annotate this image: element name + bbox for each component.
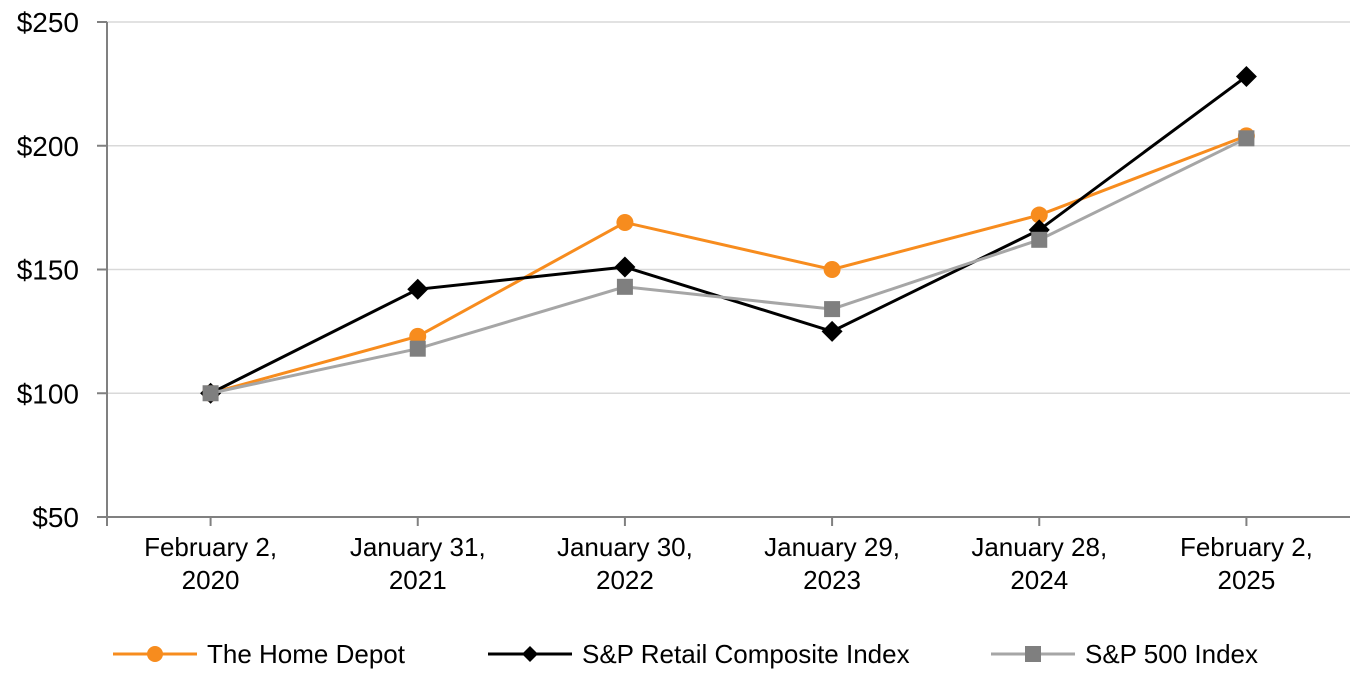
y-tick-label-50: $50 <box>32 502 79 533</box>
legend-label-the-home-depot: The Home Depot <box>207 639 405 669</box>
legend-label-s-p-500-index: S&P 500 Index <box>1085 639 1258 669</box>
series-line-the-home-depot <box>210 134 1247 395</box>
series-line-s-p-500-index <box>210 136 1248 395</box>
square-marker-s-p-500-index-2 <box>616 278 633 295</box>
circle-marker-the-home-depot-3 <box>823 261 841 278</box>
circle-marker-the-home-depot-2 <box>616 213 634 231</box>
y-tick-label-100: $100 <box>17 378 79 409</box>
legend-label-s-p-retail-composite-index: S&P Retail Composite Index <box>582 639 910 669</box>
x-tick-line2: 2025 <box>1217 565 1275 595</box>
circle-marker-icon <box>147 646 163 662</box>
square-marker-icon <box>1025 646 1041 662</box>
legend-swatch-s-p-retail-composite-index <box>488 646 572 662</box>
legend-item-the-home-depot: The Home Depot <box>113 636 405 672</box>
x-tick-label-february-2-2025: February 2, 2025 <box>1180 532 1313 595</box>
legend: The Home Depot S&P Retail Composite Index… <box>0 636 1368 676</box>
x-tick-label-january-29-2023: January 29, 2023 <box>764 532 900 595</box>
x-tick-label-january-30-2022: January 30, 2022 <box>557 532 693 595</box>
legend-item-s-p-500-index: S&P 500 Index <box>991 636 1258 672</box>
x-tick-line2: 2024 <box>1010 565 1068 595</box>
square-marker-s-p-500-index-1 <box>409 340 426 357</box>
circle-marker-the-home-depot-1 <box>409 327 427 345</box>
square-marker-s-p-500-index-5 <box>1238 130 1255 147</box>
x-tick-line1: February 2, <box>1180 532 1313 562</box>
x-tick-label-january-31-2021: January 31, 2021 <box>350 532 486 595</box>
x-tick-line1: February 2, <box>144 532 277 562</box>
y-tick-label-250: $250 <box>17 7 79 38</box>
diamond-marker-s-p-retail-composite-index-5 <box>1235 65 1257 87</box>
x-tick-line1: January 31, <box>350 532 486 562</box>
diamond-marker-s-p-retail-composite-index-1 <box>407 278 429 300</box>
series-line-s-p-retail-composite-index <box>209 75 1248 395</box>
legend-item-s-p-retail-composite-index: S&P Retail Composite Index <box>488 636 910 672</box>
legend-swatch-the-home-depot <box>113 646 197 662</box>
y-tick-label-200: $200 <box>17 131 79 162</box>
x-tick-line1: January 28, <box>971 532 1107 562</box>
x-tick-line2: 2022 <box>596 565 654 595</box>
y-tick-label-150: $150 <box>17 255 79 286</box>
x-tick-label-february-2-2020: February 2, 2020 <box>144 532 277 595</box>
diamond-marker-s-p-retail-composite-index-2 <box>614 256 636 278</box>
square-marker-s-p-500-index-0 <box>202 385 219 402</box>
x-tick-label-january-28-2024: January 28, 2024 <box>971 532 1107 595</box>
x-tick-line1: January 29, <box>764 532 900 562</box>
x-tick-line2: 2020 <box>182 565 240 595</box>
diamond-marker-icon <box>522 646 538 662</box>
x-tick-line2: 2021 <box>389 565 447 595</box>
x-tick-line2: 2023 <box>803 565 861 595</box>
square-marker-s-p-500-index-3 <box>824 301 841 318</box>
legend-swatch-s-p-500-index <box>991 646 1075 662</box>
circle-marker-the-home-depot-4 <box>1030 206 1048 224</box>
square-marker-s-p-500-index-4 <box>1031 231 1048 248</box>
x-tick-line1: January 30, <box>557 532 693 562</box>
diamond-marker-s-p-retail-composite-index-3 <box>821 320 843 342</box>
